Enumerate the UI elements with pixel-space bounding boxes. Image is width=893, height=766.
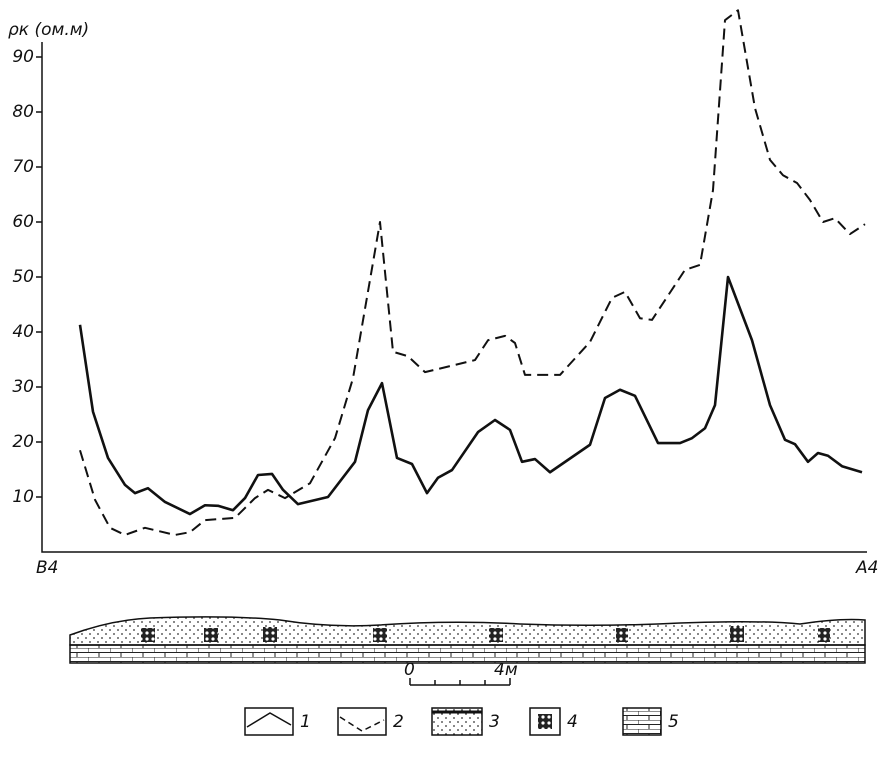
- x-end-label: А4: [855, 558, 878, 578]
- y-tick-label: 10: [12, 487, 34, 507]
- legend-label: 2: [393, 712, 404, 732]
- scale-label: 0: [404, 660, 415, 680]
- series-line: [79, 9, 866, 536]
- legend-label: 1: [300, 712, 311, 732]
- x-start-label: В4: [36, 558, 58, 578]
- y-axis-label: ρк (ом.м): [8, 20, 89, 40]
- y-tick-label: 80: [12, 102, 34, 122]
- cross-section: [69, 616, 866, 686]
- legend: [244, 707, 662, 736]
- y-tick-label: 90: [12, 47, 34, 67]
- axes: [41, 42, 867, 553]
- y-tick-label: 70: [12, 157, 34, 177]
- legend-label: 4: [567, 712, 578, 732]
- y-tick-label: 60: [12, 212, 34, 232]
- series-line: [78, 275, 863, 516]
- scale-label: 4м: [494, 660, 518, 680]
- y-tick-label: 50: [12, 267, 34, 287]
- y-tick-label: 20: [12, 432, 34, 452]
- legend-label: 5: [668, 712, 679, 732]
- legend-label: 3: [489, 712, 500, 732]
- y-tick-label: 40: [12, 322, 34, 342]
- y-tick-label: 30: [12, 377, 34, 397]
